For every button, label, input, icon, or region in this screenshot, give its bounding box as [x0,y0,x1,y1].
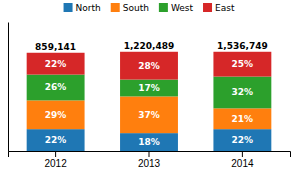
total-label: 859,141 [35,42,76,52]
legend-item: South [111,3,149,13]
x-tick: 2014 [231,151,254,169]
bar [120,96,178,133]
bar [213,77,271,109]
series [27,52,272,80]
legend-item: West [159,3,194,13]
plot: 22% 18% 22% 29% 37% 21% 26% 17% 32% 22% 28% 25% 859,… [9,23,291,169]
x-tick-label: 2013 [138,158,161,169]
legend-swatch [111,3,120,12]
legend-swatch [203,3,212,12]
bar [27,75,85,101]
data-label: 17% [138,83,160,93]
bar [213,129,271,151]
y-axis-line [8,23,9,152]
bar [27,129,85,151]
data-label: 28% [138,61,160,71]
total-label: 1,220,489 [124,41,175,51]
total-label: 1,536,749 [217,41,268,51]
legend-item: East [203,3,235,13]
bar [120,133,178,151]
bar [120,80,178,97]
data-label: 18% [138,137,160,147]
x-axis-line [9,152,291,158]
legend-label: West [171,3,194,13]
bar [120,52,178,80]
legend-swatch [159,3,168,12]
bar [213,108,271,129]
data-labels: 22% 18% 22% 29% 37% 21% 26% 17% 32% 22% 28% 25% [45,59,253,147]
bar [213,52,271,77]
data-label: 22% [45,135,67,145]
legend-label: North [76,3,101,13]
x-tick-mark [149,151,150,157]
x-tick: 2012 [44,151,67,169]
legend-label: South [123,3,149,13]
bars [27,52,272,151]
legend-swatch [64,3,73,12]
x-tick-mark [55,151,56,157]
y-axis [8,23,9,152]
data-label: 22% [232,135,254,145]
x-axis: 2012 2013 2014 [9,151,291,169]
legend-item: North [64,3,101,13]
data-label: 25% [232,59,254,69]
data-label: 37% [138,110,160,120]
x-tick-label: 2012 [44,158,67,169]
data-label: 32% [232,87,254,97]
legend-label: East [215,3,235,13]
x-tick-label: 2014 [231,158,254,169]
data-label: 26% [45,82,67,92]
bar [27,100,85,129]
chart: 22% 18% 22% 29% 37% 21% 26% 17% 32% 22% 28% 25% 859,… [0,0,298,169]
legend: North South West East [64,3,235,13]
series [27,75,272,109]
x-tick-mark [242,151,243,157]
data-label: 29% [45,110,67,120]
totals: 859,141 1,220,489 1,536,749 [35,41,268,52]
data-label: 21% [232,114,254,124]
bar [27,53,85,75]
x-tick: 2013 [138,151,161,169]
data-label: 22% [45,59,67,69]
